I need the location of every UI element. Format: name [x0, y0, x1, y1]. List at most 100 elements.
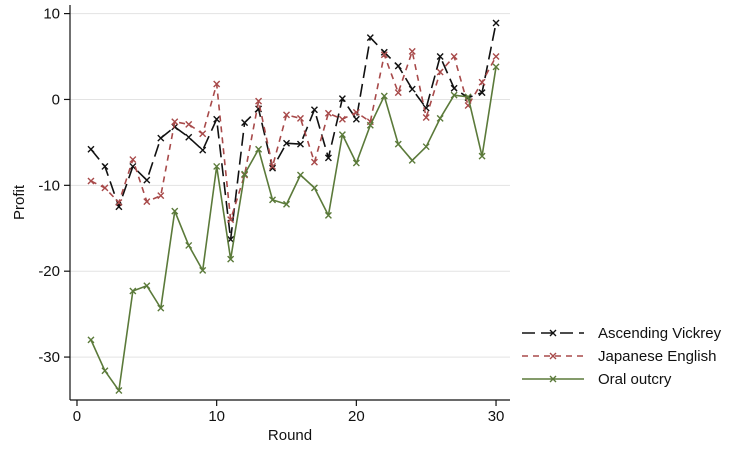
- data-point-oral-outcry: [101, 367, 109, 375]
- data-point-japanese-english: [101, 184, 109, 192]
- data-point-japanese-english: [157, 192, 165, 200]
- data-point-oral-outcry: [129, 287, 137, 295]
- y-axis-title: Profit: [11, 184, 28, 220]
- data-point-japanese-english: [199, 130, 207, 138]
- data-point-japanese-english: [283, 111, 291, 119]
- legend-marker-oral-outcry: [549, 375, 557, 383]
- data-point-japanese-english: [394, 89, 402, 97]
- data-point-japanese-english: [296, 114, 304, 122]
- series-line-ascending-vickrey: [90, 22, 497, 241]
- data-point-oral-outcry: [213, 162, 221, 170]
- data-point-japanese-english: [227, 216, 235, 224]
- axes: [69, 5, 510, 401]
- data-point-ascending-vickrey: [185, 133, 193, 141]
- data-point-japanese-english: [450, 53, 458, 61]
- data-point-ascending-vickrey: [324, 154, 332, 162]
- data-point-oral-outcry: [199, 266, 207, 274]
- series-ascending-vickrey: [87, 19, 500, 243]
- data-point-ascending-vickrey: [352, 115, 360, 123]
- data-point-oral-outcry: [450, 91, 458, 99]
- data-point-ascending-vickrey: [213, 115, 221, 123]
- y-tick-label: 0: [52, 91, 60, 108]
- data-point-oral-outcry: [464, 93, 472, 101]
- data-point-japanese-english: [213, 80, 221, 88]
- data-point-oral-outcry: [478, 152, 486, 160]
- legend-item-oral-outcry: Oral outcry: [522, 371, 672, 388]
- data-point-oral-outcry: [283, 200, 291, 208]
- data-point-ascending-vickrey: [366, 34, 374, 42]
- data-point-ascending-vickrey: [171, 123, 179, 131]
- y-tick-label: -20: [38, 263, 60, 280]
- y-tick-label: -10: [38, 177, 60, 194]
- data-point-japanese-english: [255, 97, 263, 105]
- y-tick-label: -30: [38, 349, 60, 366]
- data-point-oral-outcry: [296, 171, 304, 179]
- series: [87, 19, 500, 395]
- data-point-ascending-vickrey: [450, 84, 458, 92]
- data-point-oral-outcry: [310, 184, 318, 192]
- x-tick-label: 0: [73, 408, 81, 425]
- data-point-ascending-vickrey: [101, 162, 109, 170]
- gridlines: [70, 13, 510, 358]
- data-point-oral-outcry: [338, 131, 346, 139]
- data-point-japanese-english: [338, 115, 346, 123]
- data-point-japanese-english: [269, 162, 277, 170]
- data-point-oral-outcry: [269, 196, 277, 204]
- y-tick-label: 10: [43, 6, 60, 23]
- data-point-japanese-english: [436, 68, 444, 76]
- data-point-japanese-english: [478, 78, 486, 86]
- data-point-oral-outcry: [324, 211, 332, 219]
- data-point-ascending-vickrey: [87, 145, 95, 153]
- data-point-ascending-vickrey: [269, 164, 277, 172]
- data-point-japanese-english: [129, 156, 137, 164]
- data-point-oral-outcry: [185, 241, 193, 249]
- data-point-oral-outcry: [380, 92, 388, 100]
- data-point-japanese-english: [352, 108, 360, 116]
- x-tick-label: 10: [208, 408, 225, 425]
- data-point-oral-outcry: [143, 282, 151, 290]
- data-point-japanese-english: [408, 47, 416, 55]
- data-point-ascending-vickrey: [296, 140, 304, 148]
- data-point-japanese-english: [380, 51, 388, 59]
- series-japanese-english: [87, 47, 500, 224]
- data-point-oral-outcry: [352, 159, 360, 167]
- data-point-oral-outcry: [366, 121, 374, 129]
- data-point-japanese-english: [492, 53, 500, 61]
- data-point-ascending-vickrey: [380, 48, 388, 56]
- data-point-oral-outcry: [227, 255, 235, 263]
- series-line-japanese-english: [90, 50, 497, 221]
- data-point-japanese-english: [185, 120, 193, 128]
- data-point-oral-outcry: [157, 304, 165, 312]
- data-point-ascending-vickrey: [283, 139, 291, 147]
- data-point-japanese-english: [171, 118, 179, 126]
- legend: Ascending Vickrey Japanese English Oral ou…: [522, 325, 722, 388]
- series-oral-outcry: [87, 63, 500, 395]
- data-point-oral-outcry: [422, 143, 430, 151]
- x-axis-title: Round: [268, 427, 312, 444]
- data-point-ascending-vickrey: [199, 146, 207, 154]
- x-tick-label: 20: [348, 408, 365, 425]
- data-point-ascending-vickrey: [241, 119, 249, 127]
- data-point-ascending-vickrey: [129, 162, 137, 170]
- axis-ticks: 10 0 -10 -20 -30 0 10 20 30: [38, 6, 504, 425]
- legend-marker-japanese-english: [549, 352, 557, 360]
- data-point-oral-outcry: [255, 145, 263, 153]
- data-point-japanese-english: [115, 199, 123, 206]
- data-point-oral-outcry: [115, 387, 123, 395]
- data-point-ascending-vickrey: [143, 176, 151, 184]
- legend-label-japanese-english: Japanese English: [598, 348, 716, 365]
- data-point-japanese-english: [143, 198, 151, 206]
- data-point-oral-outcry: [492, 63, 500, 71]
- legend-label-oral-outcry: Oral outcry: [598, 371, 672, 388]
- x-tick-label: 30: [488, 408, 505, 425]
- series-line-oral-outcry: [90, 66, 497, 392]
- data-point-ascending-vickrey: [492, 19, 500, 27]
- data-point-oral-outcry: [87, 336, 95, 344]
- legend-item-japanese-english: Japanese English: [522, 348, 716, 365]
- legend-item-ascending-vickrey: Ascending Vickrey: [522, 325, 722, 342]
- data-point-oral-outcry: [436, 114, 444, 122]
- legend-marker-ascending-vickrey: [549, 329, 557, 337]
- data-point-oral-outcry: [241, 170, 249, 178]
- data-point-ascending-vickrey: [310, 106, 318, 114]
- legend-label-ascending-vickrey: Ascending Vickrey: [598, 325, 722, 342]
